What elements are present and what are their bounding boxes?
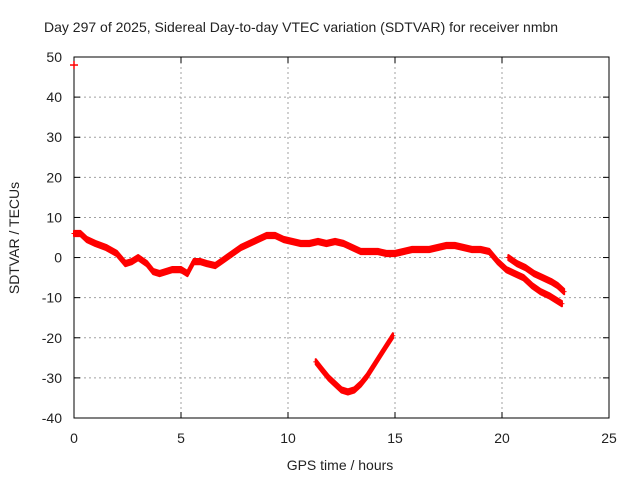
x-tick-label: 25 [601,430,617,446]
series-trace [314,337,394,396]
data-series [70,61,567,396]
series-main-band [71,229,565,308]
axis-ticks: 0 5 10 15 20 25 -40 -30 -20 -10 0 10 20 30 40 50 [42,49,617,446]
series-trace [507,259,566,296]
series-dip-arc [313,332,396,396]
y-tick-label: -20 [42,330,62,346]
x-tick-label: 10 [280,430,296,446]
series-upper-branch [505,254,567,296]
y-tick-label: -40 [42,410,62,426]
x-axis-title: GPS time / hours [287,457,394,473]
x-tick-label: 5 [177,430,185,446]
series-trace [507,254,566,291]
y-tick-label: 20 [46,169,62,185]
y-tick-label: -10 [42,290,62,306]
series-outlier [70,61,78,70]
x-tick-label: 20 [494,430,510,446]
y-tick-label: 10 [46,209,62,225]
y-tick-label: 0 [54,250,62,266]
y-tick-label: -30 [42,370,62,386]
y-axis-title: SDTVAR / TECUs [6,182,22,294]
plot-frame [73,56,610,419]
x-tick-label: 0 [70,430,78,446]
y-tick-label: 50 [46,49,62,65]
y-tick-label: 30 [46,129,62,145]
x-tick-label: 15 [387,430,403,446]
y-tick-label: 40 [46,89,62,105]
series-trace [72,234,564,308]
chart-title: Day 297 of 2025, Sidereal Day-to-day VTE… [44,19,558,35]
